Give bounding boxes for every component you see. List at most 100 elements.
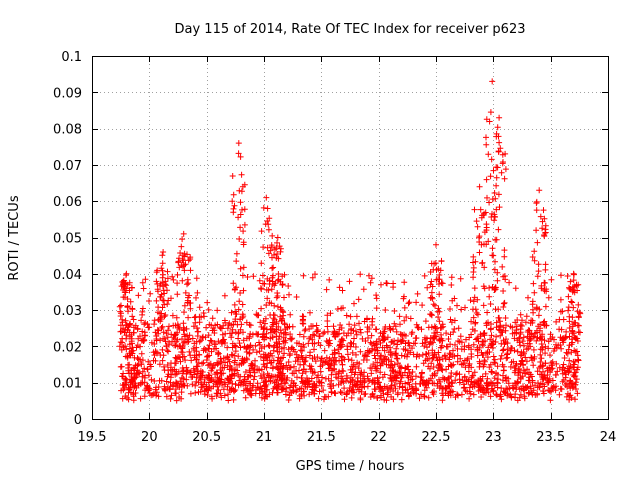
data-point	[467, 381, 474, 388]
data-point	[191, 347, 197, 353]
data-point	[319, 355, 325, 362]
data-point	[381, 371, 388, 378]
data-point	[193, 366, 200, 373]
data-point	[206, 361, 213, 368]
data-point	[458, 339, 465, 346]
data-point	[178, 389, 185, 396]
data-point	[383, 342, 390, 349]
data-point	[521, 387, 528, 394]
data-point	[566, 313, 573, 320]
data-point	[455, 338, 462, 344]
data-point	[374, 365, 381, 372]
data-point	[449, 380, 456, 387]
data-point	[122, 377, 129, 384]
data-point	[434, 367, 441, 374]
data-point	[260, 379, 267, 386]
data-point	[436, 318, 443, 325]
data-point	[520, 367, 527, 374]
y-tick-label: 0.01	[53, 377, 82, 392]
data-point	[498, 396, 505, 403]
data-point	[179, 336, 185, 342]
data-point	[200, 333, 206, 340]
data-point	[548, 276, 555, 283]
data-point	[390, 284, 397, 291]
data-point	[415, 324, 422, 331]
data-point	[354, 378, 361, 385]
data-point	[427, 281, 434, 288]
data-point	[203, 357, 210, 363]
data-point	[466, 334, 473, 341]
chart-title: Day 115 of 2014, Rate Of TEC Index for r…	[175, 22, 526, 37]
data-point	[571, 364, 578, 371]
data-point	[419, 302, 426, 309]
x-tick-label: 22.5	[422, 430, 451, 445]
data-point	[553, 318, 560, 325]
data-point	[237, 153, 244, 160]
data-point	[575, 301, 582, 308]
data-point	[225, 391, 231, 398]
data-point	[247, 342, 254, 349]
data-point	[346, 278, 353, 285]
data-point	[274, 357, 281, 364]
data-point	[274, 277, 281, 284]
data-point	[451, 326, 458, 332]
data-point	[504, 351, 510, 358]
data-point	[272, 373, 279, 380]
data-point	[352, 344, 359, 350]
data-point	[523, 313, 530, 320]
data-point	[422, 318, 429, 325]
data-point	[264, 205, 271, 212]
data-point	[261, 382, 268, 389]
data-point	[184, 299, 191, 306]
data-point	[448, 370, 455, 376]
data-point	[480, 389, 487, 396]
data-point	[164, 287, 170, 294]
data-point	[117, 328, 124, 335]
data-point	[487, 325, 494, 332]
data-point	[383, 280, 390, 286]
data-point	[256, 277, 263, 284]
data-point	[181, 309, 187, 316]
data-point	[566, 367, 573, 374]
data-point	[573, 376, 580, 383]
data-point	[344, 390, 350, 397]
data-point	[129, 380, 136, 387]
data-point	[556, 391, 563, 398]
data-point	[501, 299, 508, 306]
data-point	[318, 379, 325, 386]
data-point	[339, 341, 345, 348]
data-point	[183, 370, 190, 377]
data-point	[153, 269, 160, 276]
data-point	[501, 253, 508, 260]
data-point	[311, 340, 318, 347]
data-point	[226, 320, 233, 327]
data-point	[224, 325, 231, 332]
data-point	[148, 376, 155, 383]
data-point	[177, 354, 183, 361]
data-point	[240, 228, 247, 235]
data-point	[229, 198, 236, 205]
data-point	[549, 385, 556, 392]
data-point	[118, 387, 125, 394]
data-point	[393, 355, 400, 362]
x-tick-label: 21.5	[307, 430, 336, 445]
data-point	[396, 313, 403, 320]
data-point	[562, 382, 569, 389]
data-point	[280, 312, 287, 319]
y-tick-label: 0.05	[53, 232, 82, 247]
data-point	[229, 352, 236, 359]
data-point	[274, 234, 281, 241]
data-point	[160, 249, 167, 255]
data-point	[533, 304, 540, 311]
data-point	[409, 329, 416, 336]
data-point	[447, 341, 454, 348]
data-point	[506, 279, 513, 286]
data-point	[518, 357, 525, 364]
data-point	[489, 252, 496, 259]
data-point	[422, 339, 429, 346]
data-point	[289, 370, 296, 377]
data-point	[467, 390, 474, 397]
data-point	[387, 348, 394, 355]
data-point	[215, 349, 221, 356]
data-point	[522, 354, 529, 361]
